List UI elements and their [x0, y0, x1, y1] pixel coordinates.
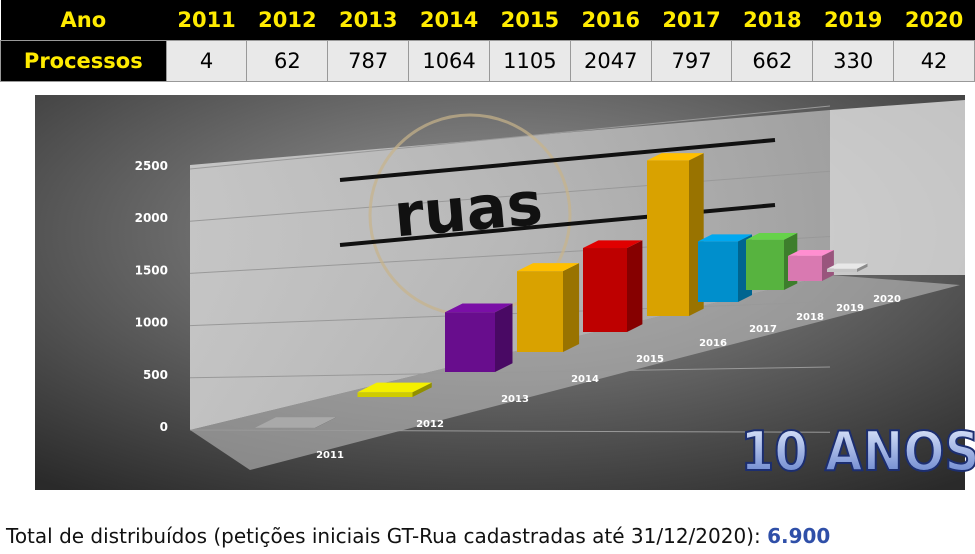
count-cell: 787: [327, 40, 410, 82]
bar-side: [412, 382, 432, 397]
bar-front: [517, 271, 563, 352]
bar: [647, 153, 704, 316]
bar-top: [746, 233, 798, 240]
year-cell: 2020: [893, 0, 975, 41]
bar-top: [445, 303, 513, 313]
bar: [255, 417, 336, 428]
bar-side: [627, 240, 643, 332]
y-tick-label: 2500: [135, 159, 168, 173]
logo-line: [339, 138, 776, 182]
x-tick-label: 2019: [836, 303, 864, 314]
bar-top: [357, 382, 432, 393]
bar-side: [563, 263, 580, 352]
bar-front: [788, 255, 822, 281]
bar-top: [647, 153, 704, 161]
grid-line: [189, 105, 831, 170]
x-tick-label: 2011: [316, 450, 344, 461]
bar-front: [357, 392, 413, 397]
x-tick-label: 2016: [699, 338, 727, 349]
bar-side: [495, 303, 513, 372]
y-tick-label: 500: [143, 368, 168, 382]
count-cell: 662: [731, 40, 814, 82]
x-tick-label: 2015: [636, 354, 664, 365]
badge: 10 ANOS: [740, 420, 975, 483]
bar: [357, 382, 432, 397]
logo: ruas: [391, 169, 545, 252]
bar-side: [315, 417, 336, 428]
bar-top: [517, 263, 580, 272]
bar-top: [827, 263, 868, 269]
bar: [698, 234, 752, 302]
bar: [445, 303, 513, 372]
year-cell: 2019: [812, 0, 894, 41]
count-cell: 330: [812, 40, 895, 82]
bar-top: [255, 417, 336, 428]
year-cell: 2018: [731, 0, 813, 41]
year-cell: 2015: [489, 0, 571, 41]
bar-top: [698, 234, 752, 242]
count-row: Processos 4 62 787 1064 1105 2047 797 662 330 42: [0, 40, 975, 82]
x-tick-label: 2012: [416, 419, 444, 430]
grid-line: [189, 366, 831, 379]
y-tick-label: 0: [160, 420, 168, 434]
year-cell: 2016: [570, 0, 652, 41]
count-cell: 62: [246, 40, 329, 82]
bar-front: [445, 312, 495, 372]
footer-total: 6.900: [767, 524, 831, 548]
y-tick-label: 1000: [135, 316, 168, 330]
count-cell: 4: [165, 40, 248, 82]
y-tick-label: 1500: [135, 263, 168, 277]
y-tick-label: 2000: [135, 211, 168, 225]
count-cell: 1064: [408, 40, 490, 82]
bar-front: [746, 239, 784, 290]
bar-front: [827, 268, 857, 272]
x-tick-label: 2013: [501, 394, 529, 405]
bar-top: [583, 240, 643, 249]
bar-side: [822, 249, 834, 281]
count-cell: 42: [893, 40, 975, 82]
grid-line: [189, 429, 831, 433]
year-cell: 2011: [166, 0, 247, 41]
floor: [190, 275, 960, 470]
row-label: Processos: [0, 40, 167, 82]
bar-side: [857, 263, 868, 272]
grid-line: [189, 170, 831, 222]
header-label: Ano: [0, 0, 167, 41]
bar: [827, 263, 868, 272]
year-cell: 2014: [408, 0, 490, 41]
side-wall: [830, 100, 965, 275]
x-tick-label: 2017: [749, 324, 777, 335]
year-cell: 2012: [246, 0, 328, 41]
footer: Total de distribuídos (petições iniciais…: [6, 524, 830, 548]
count-cell: 1105: [488, 40, 571, 82]
bar: [788, 249, 834, 281]
bar: [583, 240, 643, 332]
footer-text: Total de distribuídos (petições iniciais…: [6, 524, 768, 548]
x-tick-label: 2018: [796, 312, 824, 323]
year-cell: 2013: [327, 0, 409, 41]
bar-front: [583, 248, 627, 332]
bar-front: [698, 241, 738, 302]
year-row: Ano 2011 2012 2013 2014 2015 2016 2017 2018 2019 2…: [0, 0, 975, 41]
bar: [517, 263, 580, 352]
data-table: Ano 2011 2012 2013 2014 2015 2016 2017 2018 2019 2…: [0, 0, 975, 82]
bar-top: [788, 249, 834, 256]
count-cell: 2047: [569, 40, 652, 82]
year-cell: 2017: [651, 0, 732, 41]
x-tick-label: 2014: [571, 374, 599, 385]
bar-front: [647, 160, 689, 316]
count-cell: 797: [650, 40, 733, 82]
x-tick-label: 2020: [873, 294, 901, 305]
